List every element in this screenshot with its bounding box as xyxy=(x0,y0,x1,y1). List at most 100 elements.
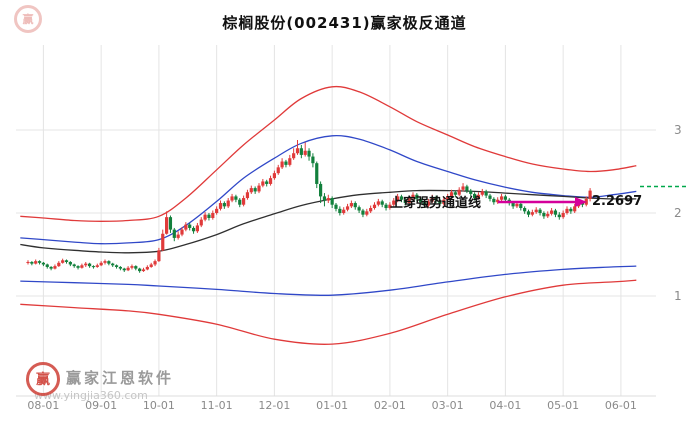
candle-body xyxy=(30,261,34,264)
candle-body xyxy=(380,201,384,205)
candle-body xyxy=(361,210,365,215)
candle-body xyxy=(53,266,57,269)
x-axis-label: 02-01 xyxy=(374,399,406,412)
y-axis-label: 1 xyxy=(674,289,682,303)
candle-body xyxy=(149,264,153,267)
candle-body xyxy=(122,268,126,271)
watermark-logo-glyph: 赢 xyxy=(36,372,50,388)
x-axis-label: 08-01 xyxy=(27,399,59,412)
upper-outer-channel-line xyxy=(20,85,637,222)
x-axis-label: 09-01 xyxy=(85,399,117,412)
candle-body xyxy=(573,206,577,212)
candle-body xyxy=(488,195,492,199)
candle-body xyxy=(338,208,342,213)
candle-body xyxy=(538,209,542,213)
x-axis-label: 01-01 xyxy=(316,399,348,412)
candle-body xyxy=(295,148,300,154)
x-axis-label: 05-01 xyxy=(547,399,579,412)
candle-body xyxy=(557,214,561,218)
candle-body xyxy=(284,161,288,165)
candle-body xyxy=(153,261,157,265)
candle-body xyxy=(484,191,488,196)
brand-logo-glyph: 赢 xyxy=(22,13,34,26)
candle-body xyxy=(57,262,61,267)
candle-body xyxy=(403,199,407,204)
candle-body xyxy=(438,200,442,204)
candle-body xyxy=(399,196,404,200)
candle-body xyxy=(215,208,219,213)
x-axis-label: 03-01 xyxy=(432,399,464,412)
candle-body xyxy=(91,266,96,268)
candle-body xyxy=(26,261,30,263)
candle-body xyxy=(134,266,138,269)
candle-body xyxy=(68,261,72,265)
candle-body xyxy=(434,197,438,201)
candle-body xyxy=(138,268,142,272)
candle-body xyxy=(168,217,173,230)
candle-body xyxy=(245,192,250,199)
candle-body xyxy=(211,213,215,218)
candle-body xyxy=(515,203,519,207)
lower-inner-channel-line xyxy=(20,265,637,296)
candle-body xyxy=(172,229,176,238)
candle-body xyxy=(207,214,211,218)
candle-body xyxy=(553,210,558,215)
last-price-label: 2.2697 xyxy=(592,194,643,209)
x-axis-label: 11-01 xyxy=(201,399,233,412)
candle-body xyxy=(453,192,457,195)
candle-body xyxy=(64,260,69,262)
candle-body xyxy=(449,192,454,197)
candle-body xyxy=(480,191,484,195)
candle-body xyxy=(465,186,469,191)
candle-body xyxy=(411,194,415,199)
candle-body xyxy=(226,200,230,207)
candle-body xyxy=(342,209,346,213)
candle-body xyxy=(191,227,196,232)
y-axis-label: 2 xyxy=(674,206,682,220)
candle-body xyxy=(519,203,523,209)
candle-body xyxy=(430,197,434,202)
candle-body xyxy=(396,196,400,201)
candle-body xyxy=(49,266,53,269)
candle-body xyxy=(199,219,203,226)
candle-body xyxy=(415,194,419,199)
candle-body xyxy=(446,196,450,200)
candle-body xyxy=(242,198,246,205)
candle-body xyxy=(157,250,161,262)
candle-body xyxy=(442,199,446,204)
candle-body xyxy=(407,198,411,204)
candle-body xyxy=(265,181,269,184)
candle-body xyxy=(476,194,481,199)
candle-body xyxy=(315,163,319,184)
candle-body xyxy=(365,211,369,215)
candle-body xyxy=(392,200,396,205)
candle-body xyxy=(376,201,380,205)
page-title: 棕榈股份(002431)赢家极反通道 xyxy=(222,14,467,32)
candle-body xyxy=(103,261,107,263)
candle-body xyxy=(511,203,515,207)
candle-body xyxy=(461,186,465,190)
candle-body xyxy=(272,173,276,179)
candle-body xyxy=(334,204,338,209)
watermark-url: www.yingjia360.com xyxy=(34,389,148,402)
candle-body xyxy=(319,183,323,197)
lower-outer-channel-line xyxy=(20,279,637,345)
candle-body xyxy=(322,196,327,201)
candle-body xyxy=(426,201,430,206)
candle-body xyxy=(249,188,253,193)
candle-body xyxy=(114,265,119,267)
candle-body xyxy=(330,198,334,205)
candle-body xyxy=(311,156,315,164)
candle-body xyxy=(141,269,146,272)
candle-body xyxy=(145,266,149,270)
candle-body xyxy=(422,202,427,206)
candle-body xyxy=(384,204,388,209)
candle-body xyxy=(561,213,565,218)
candle-body xyxy=(84,263,88,266)
candle-body xyxy=(542,213,546,217)
candle-body xyxy=(357,207,361,211)
candle-body xyxy=(238,199,242,205)
candle-body xyxy=(234,196,238,200)
